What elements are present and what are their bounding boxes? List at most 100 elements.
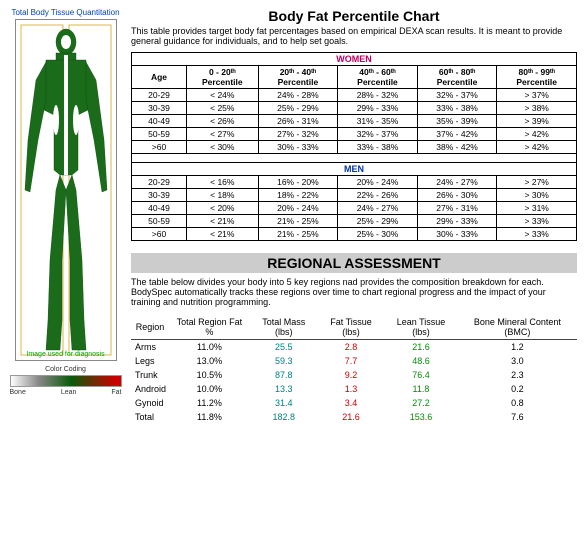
percentile-header: 40ᵗʰ - 60ᵗʰ Percentile (338, 66, 418, 89)
right-column: Body Fat Percentile Chart This table pro… (131, 8, 577, 424)
percentile-cell: 18% - 22% (258, 189, 338, 202)
percentile-cell: < 16% (187, 176, 259, 189)
regional-cell: 0.2 (458, 382, 577, 396)
regional-intro: The table below divides your body into 5… (131, 277, 577, 307)
diagnosis-label: Image used for diagnosis (8, 351, 123, 358)
percentile-cell: 20% - 24% (338, 176, 418, 189)
regional-cell: 11.0% (169, 340, 250, 355)
percentile-cell: 16% - 20% (258, 176, 338, 189)
left-column: Total Body Tissue Quantitation (8, 8, 123, 424)
regional-cell: 153.6 (384, 410, 457, 424)
percentile-cell: < 21% (187, 215, 259, 228)
percentile-cell: > 31% (497, 202, 577, 215)
regional-cell: Trunk (131, 368, 169, 382)
regional-cell: 3.0 (458, 354, 577, 368)
percentile-cell: 31% - 35% (338, 115, 418, 128)
percentile-cell: < 26% (187, 115, 259, 128)
percentile-cell: 40-49 (132, 202, 187, 215)
percentile-cell: 25% - 30% (338, 228, 418, 241)
regional-header: Lean Tissue (lbs) (384, 315, 457, 340)
grad-label-lean: Lean (61, 389, 77, 396)
percentile-cell: 25% - 29% (258, 102, 338, 115)
regional-cell: 3.4 (318, 396, 385, 410)
percentile-cell: 26% - 31% (258, 115, 338, 128)
regional-cell: 182.8 (250, 410, 318, 424)
percentile-cell: 38% - 42% (417, 141, 497, 154)
percentile-cell: < 30% (187, 141, 259, 154)
chart-title: Body Fat Percentile Chart (131, 8, 577, 24)
percentile-cell: 32% - 37% (417, 89, 497, 102)
percentile-cell: 24% - 28% (258, 89, 338, 102)
regional-cell: 1.3 (318, 382, 385, 396)
percentile-cell: 20-29 (132, 89, 187, 102)
percentile-cell: 40-49 (132, 115, 187, 128)
percentile-cell: 20-29 (132, 176, 187, 189)
grad-label-fat: Fat (111, 389, 121, 396)
regional-cell: 7.7 (318, 354, 385, 368)
regional-cell: 7.6 (458, 410, 577, 424)
regional-cell: 76.4 (384, 368, 457, 382)
percentile-cell: < 24% (187, 89, 259, 102)
regional-cell: 21.6 (318, 410, 385, 424)
percentile-cell: 25% - 29% (338, 215, 418, 228)
percentile-header: 80ᵗʰ - 99ᵗʰ Percentile (497, 66, 577, 89)
regional-heading: REGIONAL ASSESSMENT (131, 253, 577, 273)
percentile-cell: 30% - 33% (417, 228, 497, 241)
regional-cell: 0.8 (458, 396, 577, 410)
percentile-cell: 28% - 32% (338, 89, 418, 102)
percentile-cell: 27% - 31% (417, 202, 497, 215)
regional-cell: 25.5 (250, 340, 318, 355)
regional-cell: Total (131, 410, 169, 424)
percentile-cell: 20% - 24% (258, 202, 338, 215)
percentile-cell: 33% - 38% (338, 141, 418, 154)
regional-header: Bone Mineral Content (BMC) (458, 315, 577, 340)
color-gradient (10, 375, 122, 387)
regional-cell: 2.8 (318, 340, 385, 355)
regional-cell: Android (131, 382, 169, 396)
gender-label: MEN (132, 163, 577, 176)
percentile-cell: 37% - 42% (417, 128, 497, 141)
main-wrap: Total Body Tissue Quantitation (8, 8, 577, 424)
body-scan-title: Total Body Tissue Quantitation (8, 8, 123, 17)
percentile-cell: 29% - 33% (417, 215, 497, 228)
percentile-header: Age (132, 66, 187, 89)
body-scan-image (15, 19, 117, 361)
percentile-cell: < 21% (187, 228, 259, 241)
percentile-cell: 32% - 37% (338, 128, 418, 141)
regional-cell: 27.2 (384, 396, 457, 410)
regional-table: RegionTotal Region Fat %Total Mass (lbs)… (131, 315, 577, 424)
regional-cell: Legs (131, 354, 169, 368)
percentile-cell: < 25% (187, 102, 259, 115)
percentile-header: 60ᵗʰ - 80ᵗʰ Percentile (417, 66, 497, 89)
percentile-cell: > 33% (497, 228, 577, 241)
regional-header: Total Mass (lbs) (250, 315, 318, 340)
percentile-cell: >60 (132, 228, 187, 241)
percentile-cell: 30-39 (132, 102, 187, 115)
regional-cell: 87.8 (250, 368, 318, 382)
regional-cell: 48.6 (384, 354, 457, 368)
regional-cell: 11.8% (169, 410, 250, 424)
percentile-cell: 33% - 38% (417, 102, 497, 115)
gender-label: WOMEN (132, 53, 577, 66)
regional-header: Region (131, 315, 169, 340)
percentile-cell: 22% - 26% (338, 189, 418, 202)
percentile-cell: 35% - 39% (417, 115, 497, 128)
percentile-table: WOMENAge0 - 20ᵗʰ Percentile20ᵗʰ - 40ᵗʰ P… (131, 52, 577, 241)
percentile-cell: > 37% (497, 89, 577, 102)
percentile-cell: 24% - 27% (338, 202, 418, 215)
regional-cell: 21.6 (384, 340, 457, 355)
percentile-cell: 26% - 30% (417, 189, 497, 202)
percentile-cell: > 39% (497, 115, 577, 128)
chart-intro: This table provides target body fat perc… (131, 26, 577, 46)
gradient-labels: Bone Lean Fat (10, 389, 122, 396)
percentile-cell: > 42% (497, 128, 577, 141)
percentile-header: 20ᵗʰ - 40ᵗʰ Percentile (258, 66, 338, 89)
percentile-cell: 50-59 (132, 128, 187, 141)
percentile-cell: > 38% (497, 102, 577, 115)
regional-cell: 9.2 (318, 368, 385, 382)
percentile-cell: > 42% (497, 141, 577, 154)
color-coding-label: Color Coding (8, 366, 123, 373)
regional-cell: 11.2% (169, 396, 250, 410)
regional-cell: 2.3 (458, 368, 577, 382)
regional-cell: 10.0% (169, 382, 250, 396)
